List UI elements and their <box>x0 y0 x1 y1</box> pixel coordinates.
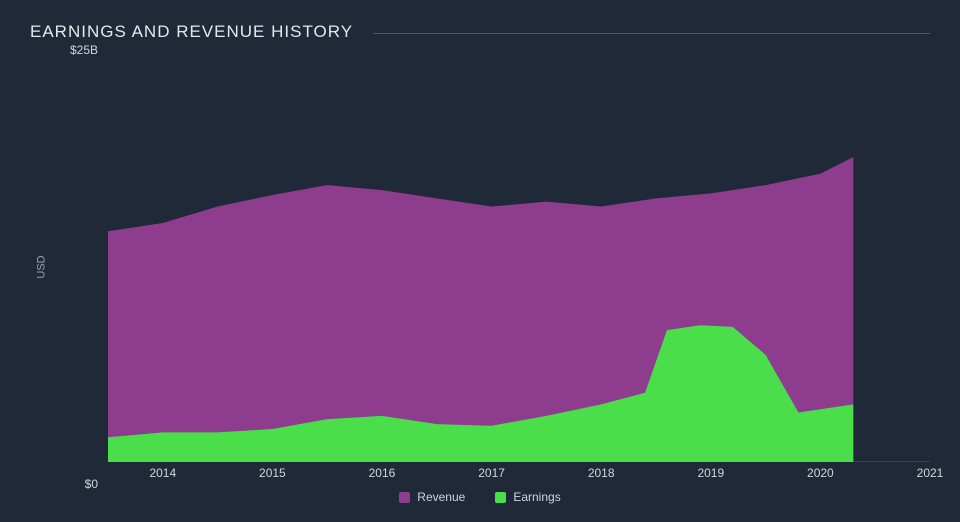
x-tick: 2020 <box>807 466 834 480</box>
title-row: EARNINGS AND REVENUE HISTORY <box>30 22 930 42</box>
plot-area <box>108 50 930 462</box>
x-tick: 2017 <box>478 466 505 480</box>
legend-item: Revenue <box>399 490 465 504</box>
y-axis-label: USD <box>30 50 54 484</box>
chart-title: EARNINGS AND REVENUE HISTORY <box>30 22 373 42</box>
legend-label: Revenue <box>417 490 465 504</box>
x-tick: 2019 <box>697 466 724 480</box>
x-tick: 2016 <box>369 466 396 480</box>
legend-swatch <box>495 492 506 503</box>
x-tick: 2021 <box>917 466 944 480</box>
title-divider <box>373 33 930 34</box>
y-tick: $0 <box>85 477 98 491</box>
x-axis-ticks: 20142015201620172018201920202021 <box>108 462 930 484</box>
legend-swatch <box>399 492 410 503</box>
y-axis-ticks: $0$25B <box>54 50 108 484</box>
chart-body: USD $0$25B 20142015201620172018201920202… <box>30 50 930 484</box>
legend-label: Earnings <box>513 490 560 504</box>
x-tick: 2015 <box>259 466 286 480</box>
x-tick: 2014 <box>149 466 176 480</box>
legend-item: Earnings <box>495 490 560 504</box>
y-tick: $25B <box>70 43 98 57</box>
x-tick: 2018 <box>588 466 615 480</box>
legend: Revenue Earnings <box>30 484 930 504</box>
chart-svg <box>108 50 930 462</box>
plot-column: 20142015201620172018201920202021 <box>108 50 930 484</box>
chart-container: EARNINGS AND REVENUE HISTORY USD $0$25B … <box>0 0 960 522</box>
